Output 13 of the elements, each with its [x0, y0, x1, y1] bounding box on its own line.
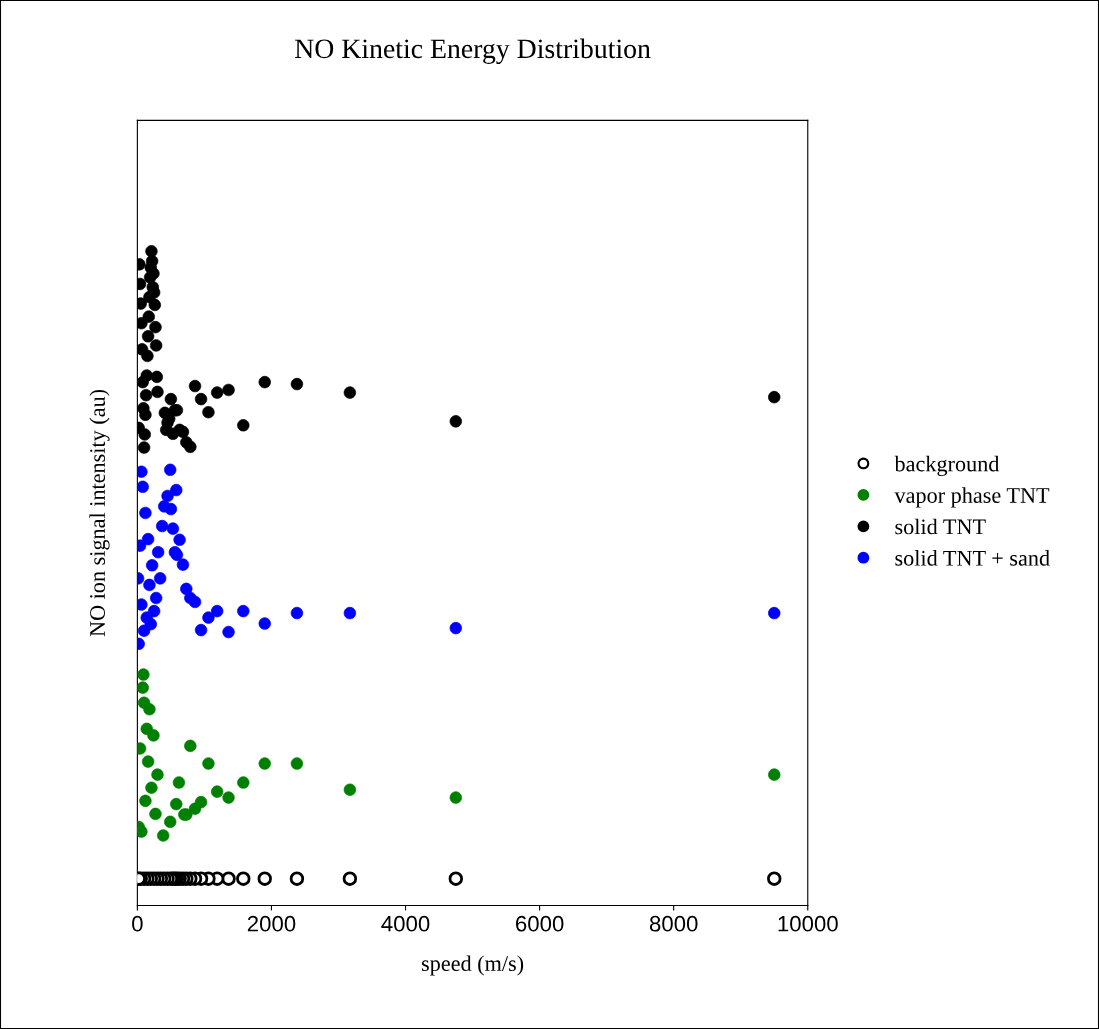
y-axis-title: NO ion signal intensity (au)	[89, 389, 110, 637]
x-tick-label: 0	[132, 915, 143, 932]
x-tick-label: 2000	[247, 915, 296, 932]
chart-title: NO Kinetic Energy Distribution	[295, 38, 651, 64]
x-tick-label: 6000	[516, 915, 564, 932]
x-tick-label: 8000	[649, 915, 698, 932]
legend-label: solid TNT	[895, 518, 986, 535]
legend-label: solid TNT + sand	[895, 550, 1050, 566]
legend-label: vapor phase TNT	[894, 487, 1050, 508]
x-tick-label: 10000	[778, 915, 838, 932]
x-axis-title: speed (m/s)	[421, 955, 524, 976]
legend-label: background	[894, 455, 1000, 477]
x-tick-label: 4000	[381, 915, 430, 932]
